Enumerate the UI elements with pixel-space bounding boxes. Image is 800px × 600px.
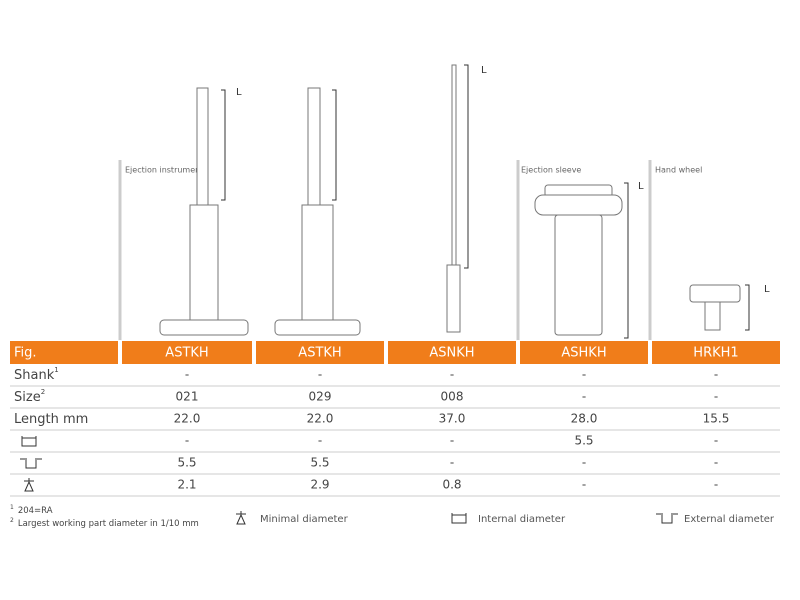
length-marker: L	[236, 87, 242, 98]
icon-internal	[21, 436, 37, 447]
icon-minimal	[24, 478, 34, 492]
cell: -	[185, 368, 189, 382]
header-cell	[652, 341, 780, 364]
row-label: Size2	[14, 388, 45, 405]
header-text: ASTKH	[298, 346, 341, 361]
cell: 28.0	[571, 412, 598, 426]
cell: -	[582, 478, 586, 492]
drawings: Ejection instruments Ejection sleeve Han…	[118, 64, 770, 340]
cell: -	[450, 368, 454, 382]
header-text: HRKH1	[693, 346, 738, 361]
cell: -	[714, 390, 718, 404]
row-label-text: Size	[14, 390, 41, 405]
cell: -	[714, 456, 718, 470]
footnote: 1 204=RA	[10, 504, 53, 516]
cell: 2.9	[310, 478, 329, 492]
length-marker: L	[764, 284, 770, 295]
section-label: Hand wheel	[655, 166, 702, 175]
cell: -	[450, 456, 454, 470]
cell: -	[450, 434, 454, 448]
footnote-mark: 2	[10, 517, 14, 524]
header-cell	[122, 341, 252, 364]
footer: 1 204=RA 2 Largest working part diameter in…	[10, 504, 775, 529]
footnote: 2 Largest working part diameter in 1/10 m…	[10, 517, 199, 529]
cell: 22.0	[174, 412, 201, 426]
length-marker: L	[638, 181, 644, 192]
icon-external	[20, 458, 42, 469]
cell: 008	[441, 390, 464, 404]
cell: 5.5	[574, 434, 593, 448]
length-marker: L	[481, 65, 487, 76]
footnote-text: Largest working part diameter in 1/10 mm	[18, 519, 199, 529]
legend-label: External diameter	[684, 514, 775, 525]
cell: 22.0	[307, 412, 334, 426]
row-label: Length mm	[14, 412, 88, 427]
cell: -	[318, 368, 322, 382]
cell: -	[714, 478, 718, 492]
cell: 5.5	[177, 456, 196, 470]
cell: -	[185, 434, 189, 448]
row-label-text: Shank	[14, 368, 55, 383]
cell: -	[714, 434, 718, 448]
header-text: ASHKH	[561, 346, 606, 361]
cell: -	[582, 456, 586, 470]
cell: -	[582, 390, 586, 404]
row-label: Shank1	[14, 366, 59, 383]
icon-internal	[451, 513, 467, 524]
footnote-mark: 1	[10, 504, 14, 511]
footnote-text: 204=RA	[18, 506, 53, 516]
section-label: Ejection instruments	[125, 166, 208, 175]
icon-minimal	[236, 511, 246, 525]
header-cell	[256, 341, 384, 364]
row-label-text: Length mm	[14, 412, 88, 427]
section-label: Ejection sleeve	[521, 166, 581, 175]
cell: -	[714, 368, 718, 382]
cell: 2.1	[177, 478, 196, 492]
cell: 0.8	[442, 478, 461, 492]
header-text: ASNKH	[429, 346, 474, 361]
cell: 021	[176, 390, 199, 404]
superscript: 2	[41, 388, 45, 396]
table: Fig. ASTKH ASTKH ASNKH ASHKH HRKH1 Shank1 - - - - -…	[10, 341, 780, 497]
cell: 5.5	[310, 456, 329, 470]
icon-external	[656, 513, 678, 524]
header-cell	[520, 341, 648, 364]
header-cell	[388, 341, 516, 364]
cell: 15.5	[703, 412, 730, 426]
header-text: Fig.	[14, 346, 37, 361]
cell: 029	[309, 390, 332, 404]
legend-label: Internal diameter	[478, 514, 566, 525]
header-cell	[10, 341, 118, 364]
cell: 37.0	[439, 412, 466, 426]
superscript: 1	[54, 366, 58, 374]
cell: -	[318, 434, 322, 448]
cell: -	[582, 368, 586, 382]
legend-label: Minimal diameter	[260, 514, 349, 525]
header-text: ASTKH	[165, 346, 208, 361]
